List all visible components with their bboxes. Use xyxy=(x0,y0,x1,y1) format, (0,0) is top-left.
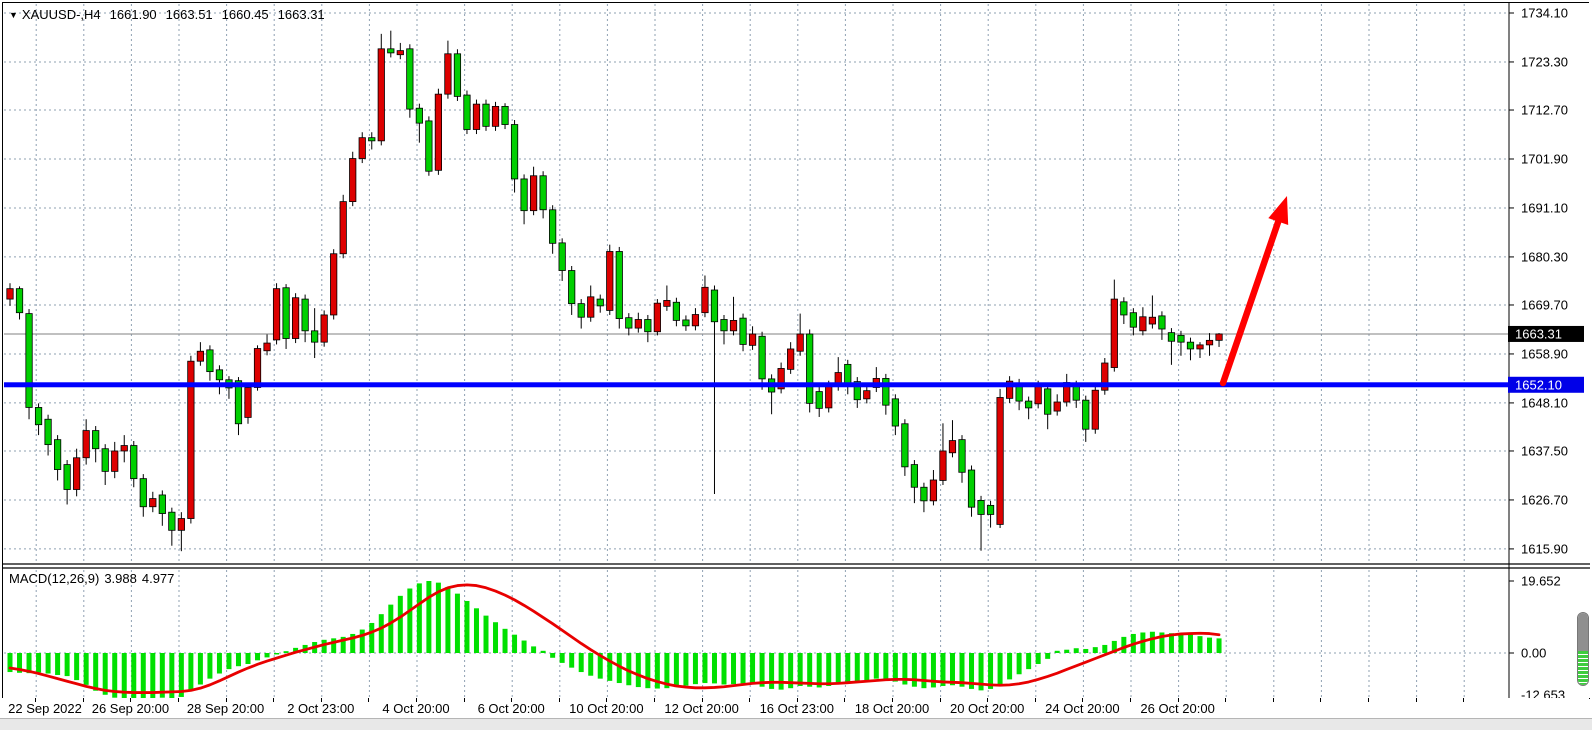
time-tick xyxy=(892,698,893,702)
macd-axis-label: 19.652 xyxy=(1521,573,1561,588)
bottom-strip xyxy=(0,718,1592,730)
time-tick xyxy=(35,698,37,702)
up-arrow-annotation[interactable] xyxy=(1219,196,1289,387)
current-price-badge: 1663.31 xyxy=(1508,325,1584,342)
time-tick xyxy=(654,698,655,702)
time-axis-label: 26 Sep 20:00 xyxy=(91,701,170,716)
macd-main-value: 3.988 xyxy=(104,571,137,586)
price-axis-label: 1648.10 xyxy=(1521,395,1568,410)
time-tick xyxy=(416,698,417,702)
time-tick xyxy=(558,698,560,702)
price-axis-label: 1723.30 xyxy=(1521,54,1568,69)
time-axis-label: 24 Oct 20:00 xyxy=(1045,701,1120,716)
svg-text:1663.31: 1663.31 xyxy=(1515,326,1562,341)
macd-name-label: MACD(12,26,9) xyxy=(9,571,100,586)
scroll-indicator-widget xyxy=(1577,612,1589,686)
macd-histogram xyxy=(7,581,1222,699)
time-tick xyxy=(749,698,751,702)
ohlc-high-value: 1663.51 xyxy=(165,7,213,22)
time-tick xyxy=(225,698,227,702)
time-tick xyxy=(82,698,84,702)
time-tick xyxy=(1225,698,1227,702)
time-axis-label: 26 Oct 20:00 xyxy=(1140,701,1215,716)
time-tick xyxy=(1415,698,1417,702)
time-tick xyxy=(368,698,370,702)
time-tick xyxy=(511,698,513,702)
ohlc-low-value: 1660.45 xyxy=(221,7,269,22)
time-axis-label: 10 Oct 20:00 xyxy=(569,701,644,716)
time-tick xyxy=(1034,698,1036,702)
time-tick xyxy=(1463,698,1465,702)
time-tick xyxy=(796,698,798,702)
price-axis[interactable]: 1734.10 1723.30 1712.70 1701.90 1691.10 1680.… xyxy=(1509,5,1568,556)
support-price-badge: 1652.10 xyxy=(1508,376,1584,393)
support-line[interactable] xyxy=(4,382,1509,388)
price-axis-label: 1680.30 xyxy=(1521,249,1568,264)
price-axis-label: 1626.70 xyxy=(1521,492,1568,507)
time-tick xyxy=(463,698,465,702)
time-axis-label: 16 Oct 23:00 xyxy=(759,701,835,716)
time-tick xyxy=(606,698,608,702)
symbol-period-label: XAUUSD-,H4 xyxy=(21,7,101,22)
macd-signal-line xyxy=(8,583,1221,694)
price-axis-label: 1637.50 xyxy=(1521,443,1568,458)
time-tick xyxy=(1130,698,1131,702)
macd-indicator-label: MACD(12,26,9) 3.988 4.977 xyxy=(9,571,179,586)
macd-axis-label: -12.653 xyxy=(1521,688,1565,700)
candlestick-series xyxy=(6,30,1223,552)
time-axis-label: 2 Oct 23:00 xyxy=(287,701,355,716)
time-tick xyxy=(1320,698,1322,702)
time-axis-label: 18 Oct 20:00 xyxy=(854,701,930,716)
time-tick xyxy=(320,698,322,702)
time-tick xyxy=(178,698,179,702)
time-tick xyxy=(1272,698,1274,702)
time-tick xyxy=(1368,698,1369,702)
time-axis-label: 12 Oct 20:00 xyxy=(664,701,739,716)
ohlc-close-value: 1663.31 xyxy=(277,7,325,22)
time-tick xyxy=(844,698,846,702)
time-tick xyxy=(987,698,989,702)
price-axis-label: 1691.10 xyxy=(1521,200,1568,215)
time-tick xyxy=(939,698,941,702)
time-axis-label: 28 Sep 20:00 xyxy=(186,701,265,716)
price-axis-label: 1658.90 xyxy=(1521,346,1568,361)
price-axis-label: 1712.70 xyxy=(1521,103,1568,118)
chart-symbol-header: ▼ XAUUSD-,H4 1661.90 1663.51 1660.45 1663.31 xyxy=(9,7,325,22)
time-tick xyxy=(1082,698,1084,702)
chart-frame: 1734.10 1723.30 1712.70 1701.90 1691.10 1680.… xyxy=(2,2,1590,699)
price-axis-label: 1615.90 xyxy=(1521,541,1568,556)
macd-axis-label: 0.00 xyxy=(1521,646,1546,661)
time-tick xyxy=(701,698,703,702)
time-axis[interactable]: 22 Sep 2022 26 Sep 20:00 28 Sep 20:00 2 Oct… xyxy=(2,698,1589,718)
price-axis-label: 1701.90 xyxy=(1521,151,1568,166)
symbol-dropdown-icon[interactable]: ▼ xyxy=(9,10,18,20)
time-axis-label: 6 Oct 20:00 xyxy=(477,701,545,716)
time-tick xyxy=(1177,698,1179,702)
macd-signal-value: 4.977 xyxy=(141,571,175,586)
price-axis-label: 1734.10 xyxy=(1521,5,1568,20)
time-tick xyxy=(130,698,132,702)
chart-canvas[interactable]: 1734.10 1723.30 1712.70 1701.90 1691.10 1680.… xyxy=(3,3,1590,699)
time-axis-label: 22 Sep 2022 xyxy=(8,701,82,716)
svg-text:1652.10: 1652.10 xyxy=(1515,377,1562,392)
time-axis-label: 4 Oct 20:00 xyxy=(382,701,450,716)
price-axis-label: 1669.70 xyxy=(1521,297,1568,312)
time-tick xyxy=(273,698,275,702)
ohlc-open-value: 1661.90 xyxy=(109,7,157,22)
scroll-indicator-top xyxy=(1578,613,1588,651)
time-axis-label: 20 Oct 20:00 xyxy=(949,701,1025,716)
scroll-indicator-stripes xyxy=(1578,651,1588,685)
gridlines xyxy=(4,4,1509,697)
